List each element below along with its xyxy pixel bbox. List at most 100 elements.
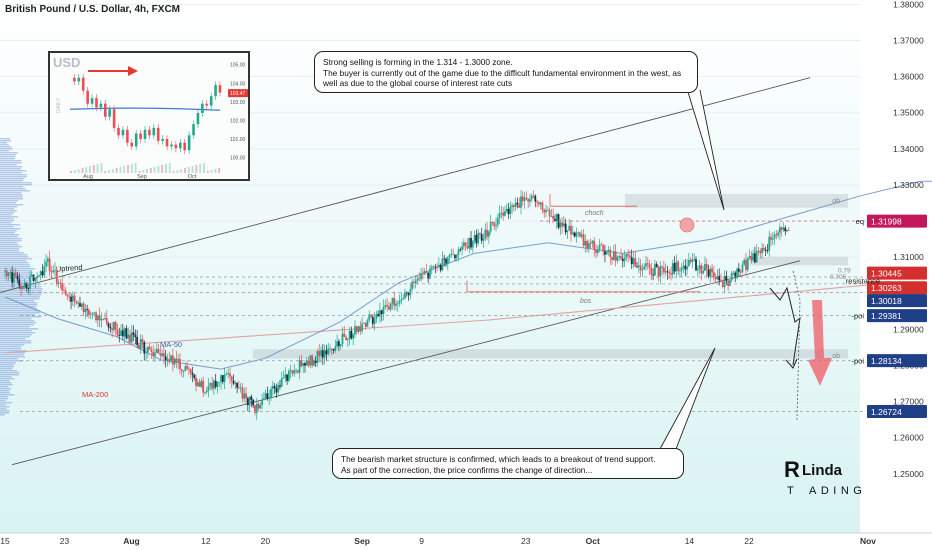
- candle-body: [48, 258, 51, 272]
- candle-body: [579, 232, 581, 237]
- candle-body: [645, 263, 647, 267]
- candle-body: [500, 212, 503, 214]
- ma-200-line: [4, 284, 869, 354]
- volume-profile-bar: [0, 164, 17, 166]
- candle-body: [339, 344, 342, 347]
- volume-profile-bar: [0, 238, 22, 240]
- candle-body: [375, 314, 378, 319]
- volume-profile-bar: [0, 354, 24, 356]
- volume-profile-bar: [0, 346, 21, 348]
- candle-body: [725, 276, 728, 281]
- candle-body: [343, 333, 346, 337]
- candle-body: [157, 349, 160, 354]
- candle-body: [159, 353, 162, 356]
- candle-body: [748, 255, 751, 258]
- candle-body: [545, 210, 547, 213]
- candle-body: [411, 281, 413, 290]
- candle-body: [723, 276, 726, 288]
- candle-body: [527, 199, 530, 202]
- candle-body: [468, 238, 471, 249]
- candle-body: [752, 253, 755, 261]
- inset-candle-body: [174, 144, 178, 149]
- candle-body: [632, 258, 635, 265]
- zone-label: ob: [832, 353, 840, 360]
- candle-body: [318, 351, 321, 356]
- candle-body: [671, 263, 674, 275]
- callout-top-text: Strong selling is forming in the 1.314 -…: [323, 57, 682, 88]
- price-badge-value: 1.30018: [871, 296, 902, 306]
- candle-body: [54, 270, 56, 271]
- candle-body: [566, 230, 569, 233]
- candle-body: [446, 257, 449, 264]
- candle-body: [268, 397, 271, 399]
- volume-profile-bar: [0, 370, 18, 372]
- volume-profile-bar: [0, 210, 17, 212]
- candle-body: [486, 229, 488, 237]
- candle-body: [734, 272, 737, 278]
- inset-volume-bar: [218, 168, 221, 173]
- candle-body: [664, 271, 667, 273]
- volume-profile-bar: [0, 402, 12, 404]
- candle-body: [705, 264, 708, 270]
- candle-body: [139, 339, 142, 349]
- candle-body: [646, 263, 649, 265]
- volume-profile-bar: [0, 190, 30, 192]
- ma-50-line: [4, 180, 932, 370]
- inset-x-tick: Sep: [137, 174, 147, 179]
- candle-body: [380, 310, 383, 314]
- volume-profile-bar: [0, 202, 17, 204]
- logo-graphic: R Linda T ADING: [784, 457, 862, 497]
- candle-body: [66, 294, 69, 297]
- inset-candle-body: [81, 77, 85, 91]
- candle-body: [113, 321, 115, 330]
- volume-profile-bar: [0, 330, 32, 332]
- candle-body: [661, 266, 663, 268]
- candle-body: [209, 382, 212, 386]
- candle-body: [296, 370, 299, 373]
- candle-body: [261, 400, 264, 405]
- x-tick-label: 23: [60, 536, 70, 546]
- candle-body: [425, 271, 428, 273]
- candle-body: [548, 209, 551, 217]
- volume-profile-bar: [0, 382, 12, 384]
- volume-profile-bar: [0, 404, 7, 406]
- volume-profile-bar: [0, 250, 20, 252]
- inset-candle-body: [134, 133, 138, 147]
- inset-y-tick: 103.00: [230, 100, 246, 106]
- candle-body: [221, 375, 224, 382]
- volume-profile-bar: [0, 326, 30, 328]
- linda-trading-logo: R Linda T ADING: [782, 457, 862, 498]
- volume-profile-bar: [0, 242, 18, 244]
- candle-body: [521, 196, 524, 202]
- volume-profile-bar: [0, 364, 14, 366]
- candle-body: [398, 300, 401, 304]
- candle-body: [475, 234, 478, 244]
- volume-profile-bar: [0, 264, 30, 266]
- candle-body: [252, 399, 255, 406]
- volume-profile-bar: [0, 156, 16, 158]
- inset-last-price-badge: [228, 89, 248, 98]
- candle-body: [736, 268, 738, 278]
- candle-body: [473, 234, 476, 241]
- callout-bottom: The bearish market structure is confirme…: [332, 448, 684, 479]
- candle-body: [29, 276, 31, 289]
- candle-body: [571, 232, 574, 235]
- candle-body: [266, 393, 269, 399]
- inset-candle-body: [73, 77, 76, 82]
- candle-body: [450, 253, 453, 255]
- volume-profile-bar: [0, 306, 36, 308]
- candle-body: [564, 223, 567, 233]
- inset-candle-body: [161, 139, 164, 141]
- candle-body: [254, 405, 256, 413]
- volume-profile-bar: [0, 180, 24, 182]
- candle-body: [184, 366, 187, 371]
- candle-body: [570, 225, 572, 235]
- candle-body: [400, 299, 403, 301]
- candle-body: [304, 363, 306, 366]
- volume-profile-bar: [0, 158, 16, 160]
- candle-body: [255, 403, 258, 413]
- candle-body: [21, 287, 24, 290]
- candle-body: [98, 315, 101, 321]
- candle-body: [596, 249, 599, 253]
- candle-body: [691, 259, 694, 262]
